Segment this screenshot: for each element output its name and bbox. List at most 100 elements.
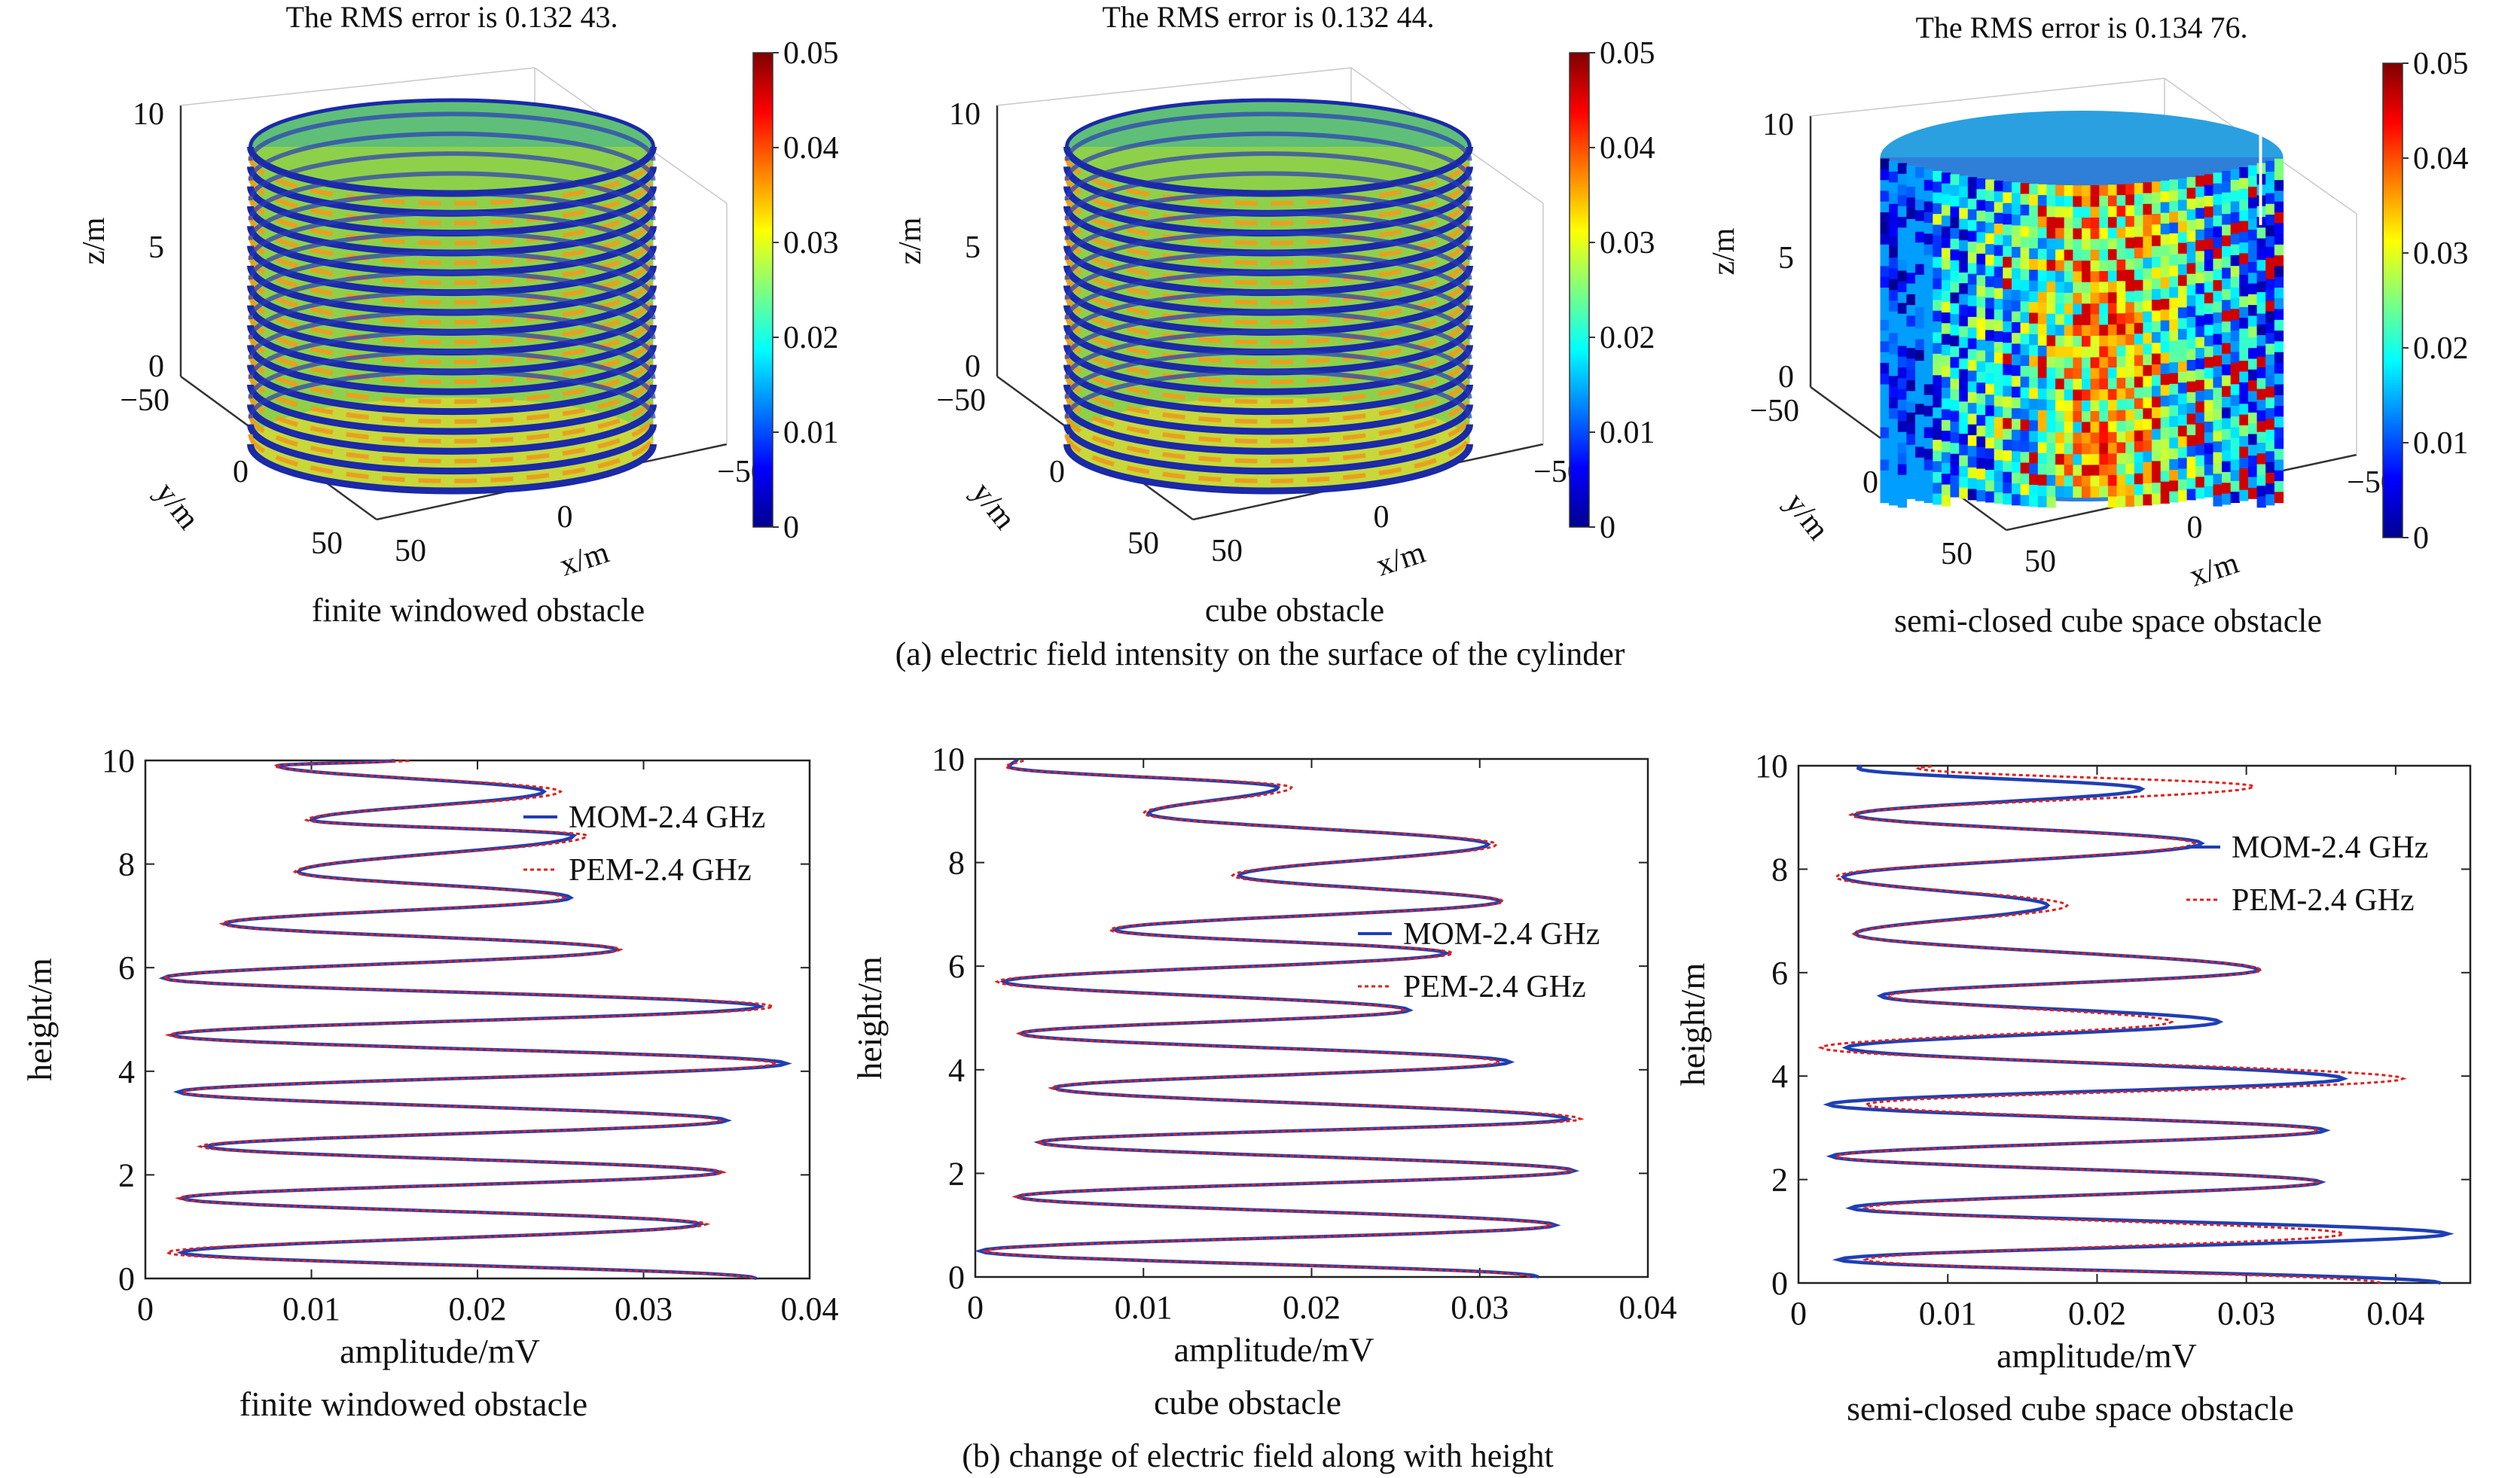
field-cell xyxy=(2116,356,2126,368)
field-cell xyxy=(1994,202,2003,214)
field-cell xyxy=(2029,463,2039,475)
field-ring xyxy=(1063,404,1473,455)
field-cell xyxy=(1994,481,2003,493)
field-cell xyxy=(2064,400,2073,412)
field-cell xyxy=(2143,365,2152,376)
field-cell xyxy=(2204,378,2213,390)
field-cell xyxy=(1924,427,1933,439)
field-cell xyxy=(2064,465,2073,477)
field-cell xyxy=(1967,413,1977,425)
field-cell xyxy=(1933,181,1942,194)
field-cell xyxy=(2274,331,2284,342)
field-cell xyxy=(1959,369,1969,381)
field-cell xyxy=(2239,306,2249,318)
field-cell xyxy=(2073,218,2082,229)
field-cell xyxy=(2134,269,2143,281)
field-cell xyxy=(1906,423,1916,435)
field-cell xyxy=(1950,260,1960,272)
field-cell xyxy=(1994,320,2003,332)
field-cell xyxy=(2195,434,2205,445)
field-cell xyxy=(1985,330,1995,342)
field-cell xyxy=(1959,208,1969,220)
field-cell xyxy=(2213,172,2223,184)
field-cell xyxy=(2037,474,2047,486)
field-cell xyxy=(2046,217,2056,229)
field-cell xyxy=(1941,312,1951,324)
field-cell xyxy=(1994,471,2003,483)
field-cell xyxy=(2169,448,2179,460)
field-cell xyxy=(2213,323,2223,335)
field-cell xyxy=(2256,356,2266,368)
field-cell xyxy=(1880,492,1890,504)
field-cell xyxy=(2029,377,2039,389)
field-cell xyxy=(2090,336,2100,347)
field-cell xyxy=(2037,324,2047,336)
field-cell xyxy=(2230,480,2240,492)
field-cell xyxy=(2082,293,2091,304)
field-cell xyxy=(2256,443,2266,454)
field-cell xyxy=(1933,440,1942,451)
field-cell xyxy=(2090,303,2100,315)
field-cell xyxy=(2116,495,2126,507)
field-cell xyxy=(2248,401,2258,413)
field-cell xyxy=(2037,346,2047,357)
field-cell xyxy=(2143,322,2152,334)
field-cell xyxy=(1985,340,1995,352)
field-cell xyxy=(1985,383,1995,395)
field-cell xyxy=(1976,275,1986,287)
field-cell xyxy=(2055,217,2065,229)
field-cell xyxy=(1915,306,1925,318)
field-cell xyxy=(2037,313,2047,325)
field-cell xyxy=(2204,389,2213,401)
field-cell xyxy=(2037,206,2047,218)
y-tick-label: 10 xyxy=(932,741,965,778)
field-cell xyxy=(2099,325,2109,337)
field-cell xyxy=(2029,431,2039,443)
field-cell xyxy=(2073,293,2082,304)
z-tick-label: 10 xyxy=(949,97,981,132)
field-cell xyxy=(2125,453,2135,464)
colorbar: 00.010.020.030.040.05 xyxy=(752,36,839,545)
field-cell xyxy=(2186,392,2196,404)
field-cell xyxy=(2064,206,2073,218)
field-cell xyxy=(2116,313,2126,325)
field-cell xyxy=(2222,364,2232,376)
field-cell xyxy=(2055,453,2065,465)
field-cell xyxy=(2186,241,2196,253)
field-cell xyxy=(2274,158,2284,170)
field-cell xyxy=(2195,379,2205,392)
field-cell xyxy=(2090,217,2100,229)
field-cell xyxy=(2073,422,2082,434)
field-cell xyxy=(2160,492,2170,504)
field-cell xyxy=(2082,432,2091,444)
field-cell xyxy=(2186,360,2196,371)
field-cell xyxy=(2012,451,2021,463)
colorbar-tick-label: 0.01 xyxy=(2413,426,2469,461)
field-cell xyxy=(2037,259,2047,271)
field-cell xyxy=(2082,271,2091,283)
field-cell xyxy=(1976,382,1986,395)
field-cell xyxy=(2239,404,2249,416)
field-cell xyxy=(2169,351,2179,363)
field-cell xyxy=(2029,334,2039,346)
field-cell xyxy=(2099,389,2109,401)
field-cell xyxy=(1959,218,1969,230)
field-cell xyxy=(1933,493,1942,505)
field-cell xyxy=(2239,382,2249,394)
field-cell xyxy=(1976,425,1986,437)
field-cell xyxy=(2222,257,2232,269)
y-tick-label: −50 xyxy=(1750,394,1799,428)
field-cell xyxy=(2239,414,2249,426)
field-cell xyxy=(1897,399,1907,411)
field-cell xyxy=(2046,367,2056,379)
z-tick-label: 5 xyxy=(965,230,981,265)
field-cell xyxy=(2029,291,2039,303)
field-cell xyxy=(2116,431,2126,443)
field-cell xyxy=(2125,474,2135,486)
field-cell xyxy=(2082,454,2091,466)
field-cell xyxy=(2169,319,2179,331)
field-cell xyxy=(2064,261,2073,272)
field-cell xyxy=(2012,225,2021,237)
field-cell xyxy=(1897,313,1907,325)
part-a-caption: (a) electric field intensity on the surf… xyxy=(895,635,1625,672)
